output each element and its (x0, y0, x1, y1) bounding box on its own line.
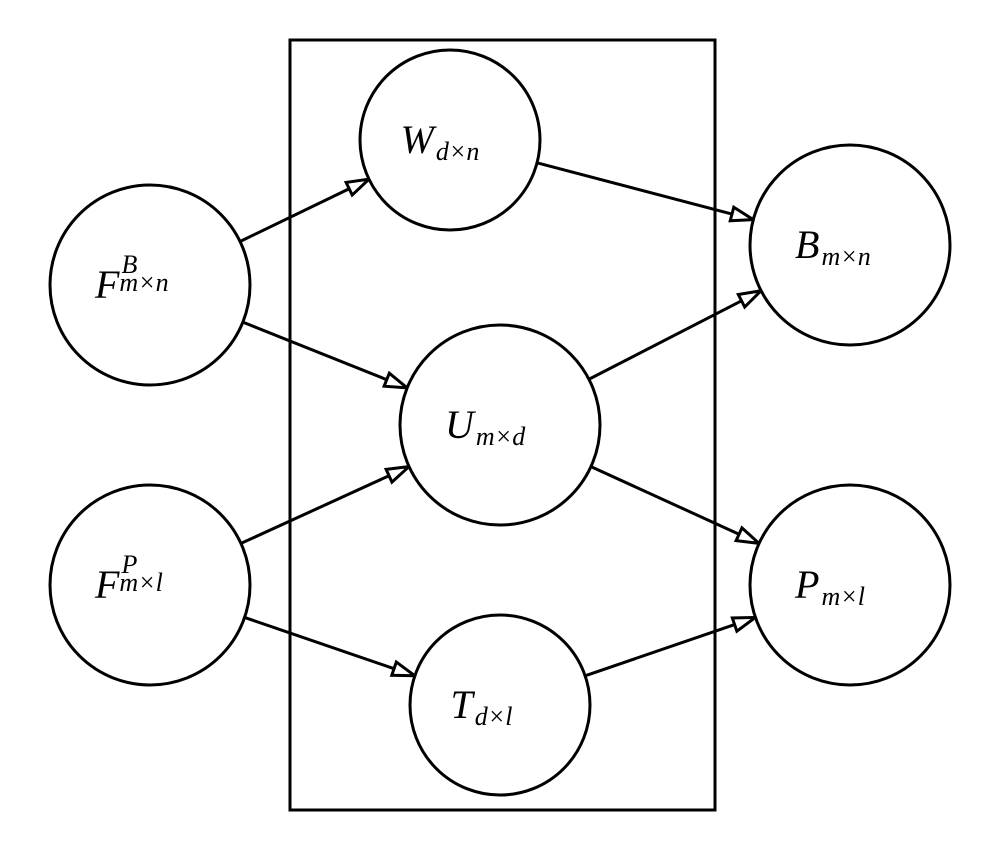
edge-line (245, 617, 394, 668)
arrowhead-icon (730, 207, 753, 221)
edge-line (589, 301, 742, 379)
arrowhead-icon (392, 662, 415, 676)
arrowhead-icon (736, 528, 759, 544)
diagram-canvas: FBm×nFPm×lWd×nUm×dTd×lBm×nPm×l (0, 0, 1000, 843)
arrowhead-icon (386, 467, 409, 483)
edge-line (591, 467, 739, 535)
edge-line (241, 476, 389, 544)
arrowhead-icon (384, 373, 407, 388)
arrowhead-icon (732, 617, 755, 631)
edge-line (243, 322, 387, 380)
edge-line (537, 163, 732, 214)
arrowhead-icon (346, 179, 369, 195)
arrowhead-icon (738, 291, 761, 307)
edge-line (240, 189, 349, 242)
edge-line (585, 625, 734, 676)
